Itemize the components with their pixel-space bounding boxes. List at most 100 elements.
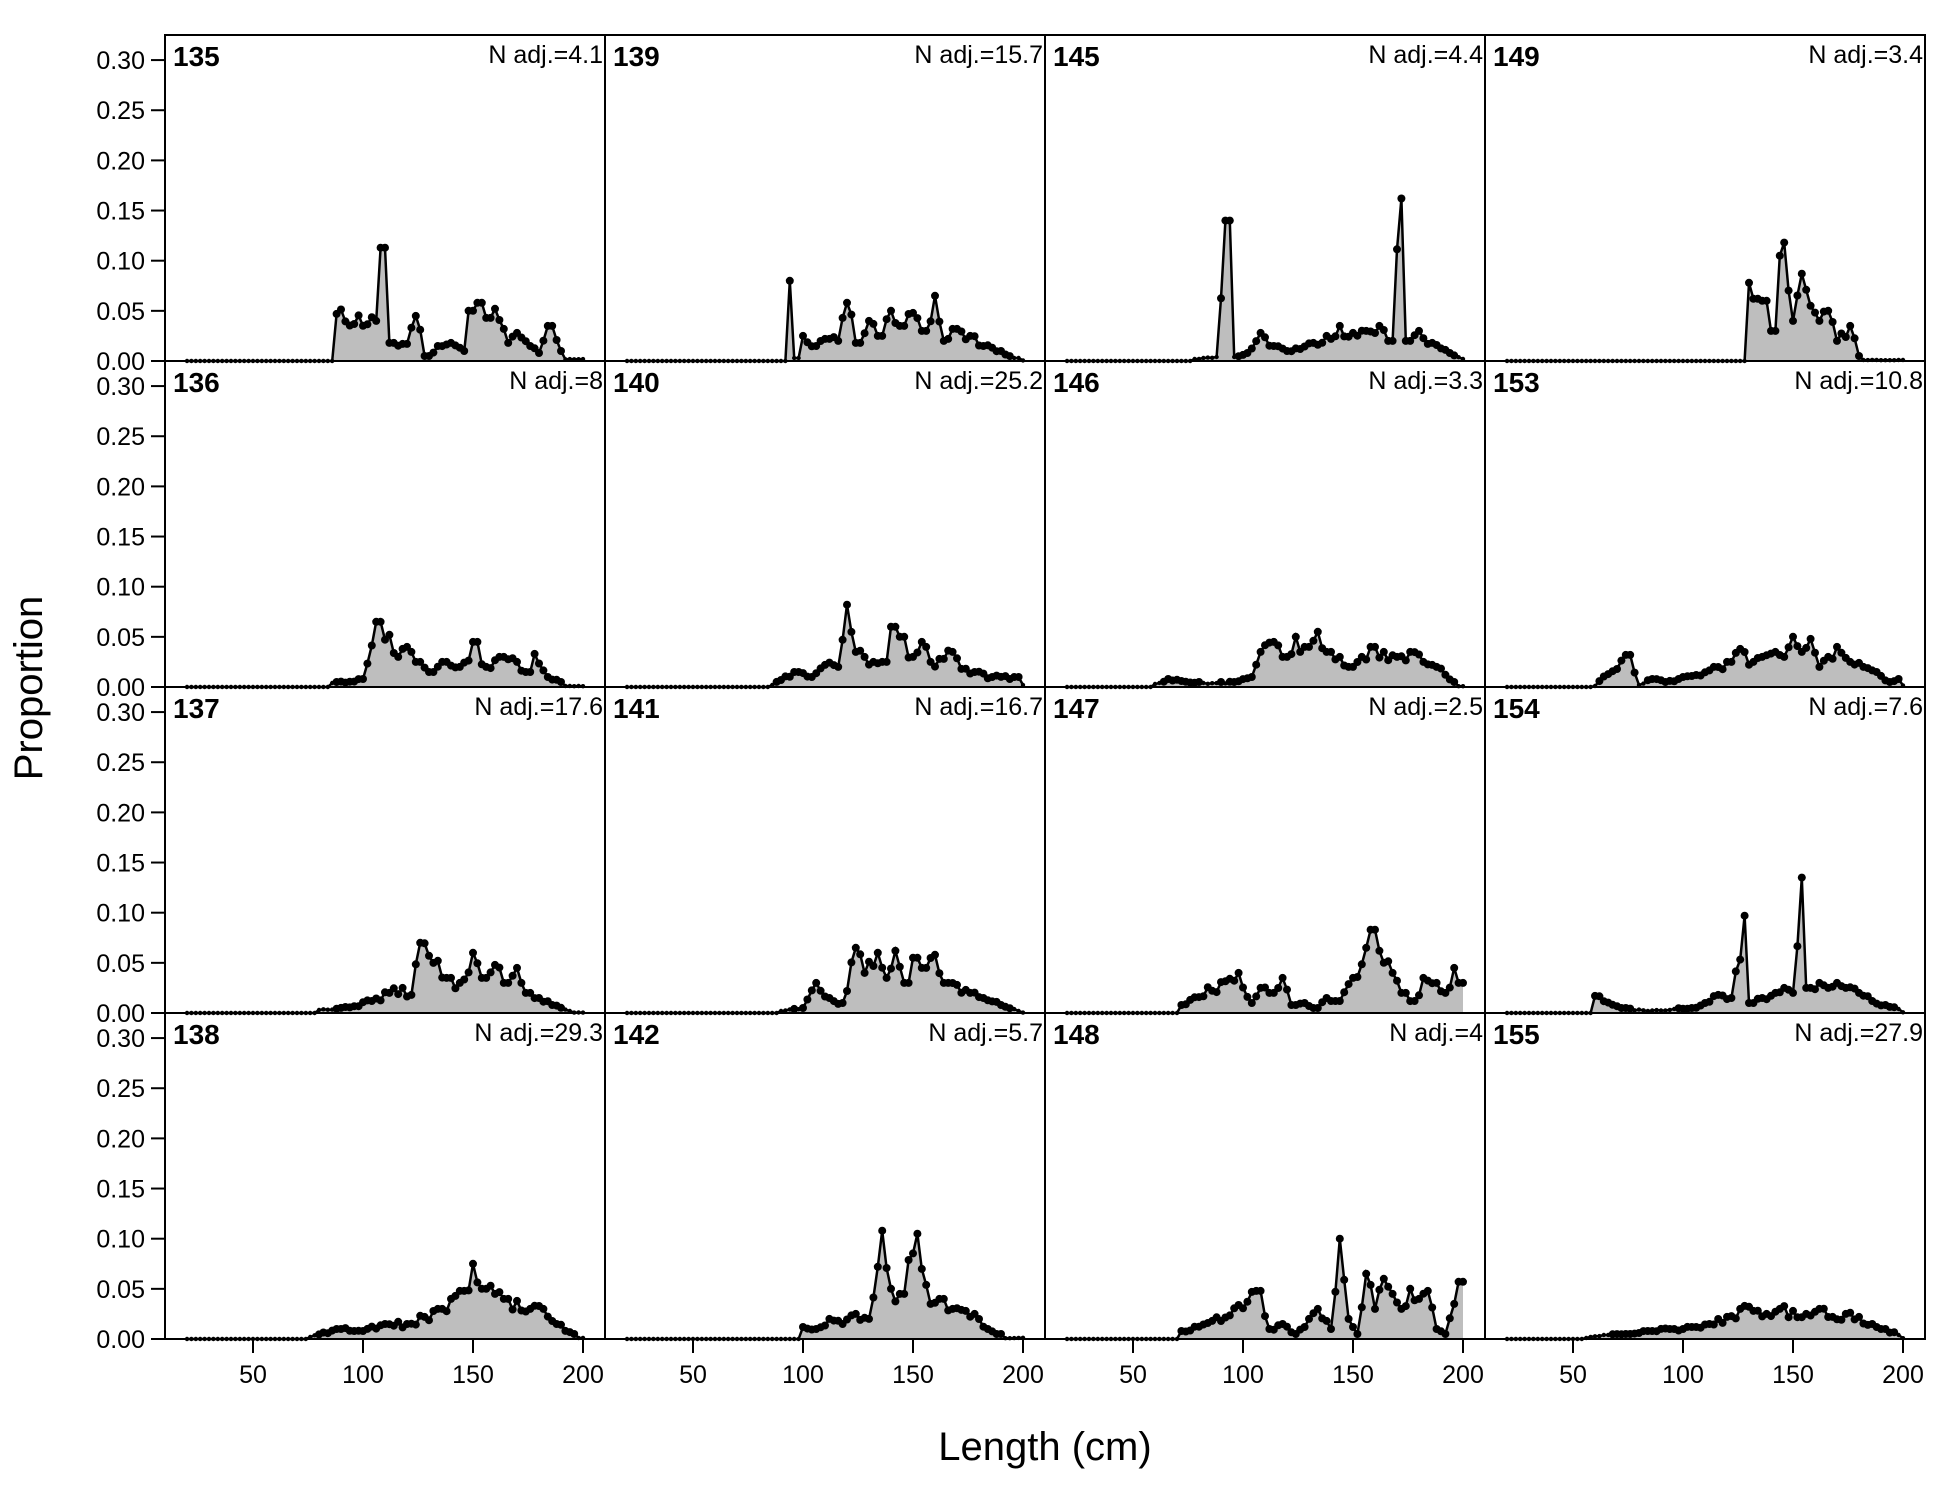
x-tick-label: 100 (1222, 1361, 1264, 1389)
data-point (1327, 1325, 1335, 1333)
panel-id-label: 145 (1053, 41, 1100, 72)
data-point (513, 1296, 521, 1305)
x-tick-label: 150 (1772, 1361, 1814, 1389)
y-tick-label: 0.25 (96, 97, 145, 125)
data-point (376, 996, 385, 1005)
data-point (508, 1305, 517, 1314)
panel-140: 140 N adj.=25.2 (604, 360, 1046, 690)
data-point (1344, 1314, 1353, 1323)
x-tick-label: 150 (892, 1361, 934, 1389)
data-point (1217, 294, 1225, 303)
data-point (931, 662, 939, 671)
data-point (407, 323, 416, 332)
data-point (1357, 1303, 1366, 1312)
data-point (922, 642, 931, 651)
y-tick-label: 0.30 (96, 47, 145, 75)
data-point (1727, 657, 1736, 666)
data-point (1833, 336, 1841, 345)
data-point (1379, 326, 1388, 334)
data-point (1375, 653, 1384, 662)
data-point (1014, 673, 1023, 681)
data-point (1005, 352, 1014, 361)
data-point (1459, 1277, 1467, 1286)
data-point (416, 657, 425, 666)
data-point (442, 1307, 451, 1316)
data-point (1632, 1008, 1637, 1013)
data-point (1012, 1006, 1017, 1012)
data-point (1437, 664, 1445, 673)
data-point (1384, 957, 1393, 966)
data-point (792, 355, 797, 361)
data-point (1850, 334, 1859, 343)
data-point (953, 654, 961, 663)
data-point (860, 968, 869, 977)
y-tick-label: 0.20 (96, 799, 145, 827)
y-tick-label: 0.05 (96, 624, 145, 652)
data-point (882, 1264, 891, 1272)
data-point (473, 1278, 482, 1287)
data-point (843, 298, 851, 307)
data-point (1450, 678, 1459, 686)
data-point (1450, 963, 1459, 972)
data-point (403, 339, 411, 348)
data-point (869, 962, 878, 970)
data-point (1379, 647, 1388, 656)
data-point (1641, 1008, 1646, 1013)
data-point (851, 1309, 860, 1318)
data-point (316, 1007, 322, 1013)
panel-id-label: 138 (173, 1019, 220, 1050)
data-point (517, 978, 526, 987)
n-adj-label: N adj.=8 (509, 367, 603, 395)
data-point (1771, 326, 1780, 335)
data-point (1419, 334, 1428, 343)
data-point (469, 1259, 477, 1268)
data-point (552, 336, 561, 344)
data-point (1797, 873, 1806, 882)
data-point (1890, 1003, 1899, 1012)
data-point (1784, 286, 1793, 295)
data-point (1205, 681, 1211, 686)
data-point (513, 963, 521, 972)
data-point (1806, 301, 1815, 310)
data-point (1828, 654, 1837, 663)
data-point (1287, 650, 1296, 659)
panel-id-label: 139 (613, 41, 660, 72)
x-tick-label: 150 (1332, 1361, 1374, 1389)
data-point (803, 995, 812, 1004)
panel-border (1044, 360, 1486, 688)
data-point (957, 327, 966, 336)
data-point (1727, 994, 1736, 1002)
data-point (1366, 1280, 1375, 1289)
data-point (411, 1320, 420, 1329)
data-point (1397, 194, 1406, 203)
data-point (843, 987, 851, 995)
data-point (1005, 1004, 1014, 1013)
data-point (464, 968, 473, 977)
data-point (1252, 337, 1261, 346)
data-point (1740, 648, 1749, 656)
data-point (935, 969, 944, 978)
data-point (1247, 673, 1256, 681)
data-point (1415, 326, 1423, 335)
data-point (1331, 1287, 1340, 1296)
y-tick-label: 0.15 (96, 850, 145, 878)
data-point (856, 338, 865, 347)
data-point (1225, 1311, 1234, 1320)
x-tick-label: 50 (679, 1361, 707, 1389)
data-point (856, 646, 865, 655)
data-point (1855, 352, 1863, 360)
data-point (847, 310, 856, 319)
y-tick-label: 0.10 (96, 900, 145, 928)
data-point (425, 951, 433, 960)
n-adj-label: N adj.=10.8 (1794, 367, 1923, 395)
data-point (1718, 1318, 1727, 1327)
panel-136: 136 N adj.=8 (164, 360, 606, 690)
axes-layer: 0.000.050.100.150.200.250.300.000.050.10… (96, 47, 1924, 1389)
data-point (1371, 1304, 1379, 1313)
data-point (1393, 1298, 1401, 1307)
data-point (785, 276, 794, 285)
panel-border (1484, 34, 1926, 362)
data-point (1375, 1285, 1384, 1294)
area-fill (187, 621, 583, 687)
